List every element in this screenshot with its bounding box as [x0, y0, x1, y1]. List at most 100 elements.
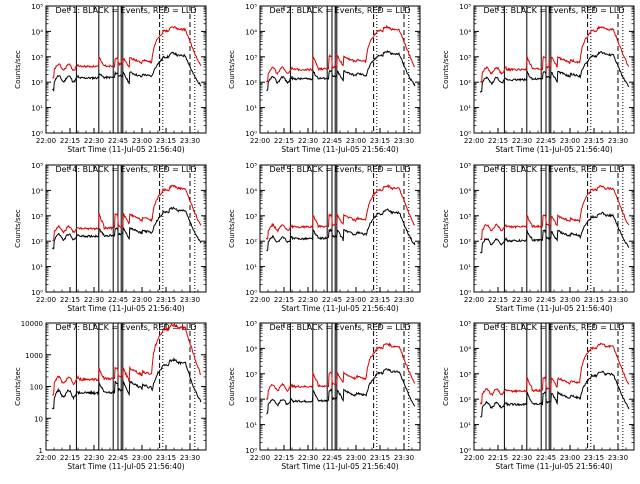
x-tick-label: 22:45	[108, 296, 128, 304]
y-axis-label: Counts/sec	[14, 209, 22, 248]
x-tick-label: 23:30	[180, 296, 200, 304]
x-tick-label: 23:15	[584, 454, 604, 462]
y-tick-label: 10¹	[31, 105, 43, 113]
series-events-line	[479, 51, 630, 93]
x-tick-label: 22:00	[250, 296, 270, 304]
y-tick-label: 10⁰	[31, 130, 43, 138]
y-tick-label: 10⁰	[459, 289, 471, 297]
x-tick-label: 23:15	[156, 137, 176, 145]
y-tick-label: 10³	[459, 213, 471, 221]
series-events-line	[52, 51, 202, 93]
x-tick-label: 23:30	[608, 454, 628, 462]
y-tick-label: 10⁰	[245, 130, 257, 138]
series-lld-line	[480, 184, 630, 241]
x-tick-label: 22:30	[84, 137, 104, 145]
x-tick-label: 22:15	[274, 454, 294, 462]
y-tick-label: 10⁴	[245, 187, 257, 195]
x-tick-label: 22:30	[512, 296, 532, 304]
x-tick-label: 22:15	[60, 137, 80, 145]
x-tick-label: 22:15	[488, 137, 508, 145]
panel-det-4: Det 4: BLACK = Events, RED = LLD 10⁰ 10¹ 10…	[14, 162, 207, 313]
plot-frame	[259, 164, 421, 293]
y-axis-label: Counts/sec	[14, 367, 22, 406]
x-tick-label: 23:00	[346, 454, 366, 462]
panel-title: Det 9: BLACK = Events, RED = LLD	[484, 323, 625, 332]
y-tick-label: 10⁴	[245, 345, 257, 353]
plot-frame	[45, 164, 207, 293]
x-tick-label: 23:15	[584, 296, 604, 304]
series-events-line	[266, 208, 416, 252]
x-axis-label: Start Time (11-Jul-05 21:56:40)	[281, 462, 398, 471]
series-events-line	[480, 370, 630, 418]
x-tick-label: 23:30	[394, 137, 414, 145]
x-tick-label: 23:15	[370, 137, 390, 145]
x-tick-label: 23:15	[370, 454, 390, 462]
y-axis-label: Counts/sec	[14, 50, 22, 89]
x-tick-label: 22:15	[60, 296, 80, 304]
x-tick-label: 22:45	[536, 296, 556, 304]
x-tick-label: 23:30	[180, 137, 200, 145]
x-tick-label: 22:15	[60, 454, 80, 462]
x-tick-label: 22:30	[84, 454, 104, 462]
x-tick-label: 22:00	[250, 454, 270, 462]
x-tick-label: 23:00	[132, 137, 152, 145]
x-tick-label: 22:30	[512, 137, 532, 145]
x-tick-label: 22:00	[36, 454, 56, 462]
plot-frame	[473, 322, 635, 451]
x-tick-label: 22:30	[298, 296, 318, 304]
x-axis-label: Start Time (11-Jul-05 21:56:40)	[281, 145, 398, 154]
y-tick-label: 10³	[31, 213, 43, 221]
y-tick-label: 10¹	[459, 105, 471, 113]
x-tick-label: 23:15	[156, 296, 176, 304]
y-tick-label: 10⁴	[31, 187, 43, 195]
x-tick-label: 22:45	[322, 296, 342, 304]
x-tick-label: 22:45	[536, 137, 556, 145]
y-tick-label: 10¹	[245, 264, 257, 272]
y-axis-label: Counts/sec	[228, 50, 236, 89]
x-tick-label: 22:45	[536, 454, 556, 462]
panel-det-6: Det 6: BLACK = Events, RED = LLD 10⁰ 10¹ 10…	[442, 162, 635, 313]
y-tick-label: 10²	[31, 238, 43, 246]
x-tick-label: 23:00	[346, 296, 366, 304]
series-events-line	[52, 206, 202, 250]
x-tick-label: 22:00	[36, 296, 56, 304]
x-axis-label: Start Time (11-Jul-05 21:56:40)	[495, 462, 612, 471]
panel-title: Det 4: BLACK = Events, RED = LLD	[56, 165, 197, 174]
panel-title: Det 3: BLACK = Events, RED = LLD	[484, 6, 625, 15]
y-tick-label: 10⁰	[459, 130, 471, 138]
y-tick-label: 10⁰	[245, 289, 257, 297]
series-lld-line	[265, 183, 416, 240]
x-tick-label: 22:45	[322, 137, 342, 145]
y-tick-label: 10⁰	[245, 447, 257, 455]
panel-det-5: Det 5: BLACK = Events, RED = LLD 10⁰ 10¹ 10…	[228, 162, 421, 313]
x-tick-label: 23:30	[608, 137, 628, 145]
x-tick-label: 22:45	[322, 454, 342, 462]
y-tick-label: 10⁴	[245, 28, 257, 36]
x-tick-label: 22:30	[512, 454, 532, 462]
y-axis-label: Counts/sec	[228, 209, 236, 248]
x-tick-label: 22:15	[488, 454, 508, 462]
x-tick-label: 23:15	[370, 296, 390, 304]
series-lld-line	[479, 342, 630, 405]
x-tick-label: 22:15	[274, 296, 294, 304]
y-tick-label: 10	[34, 415, 43, 423]
x-tick-label: 22:45	[108, 454, 128, 462]
x-axis-label: Start Time (11-Jul-05 21:56:40)	[67, 462, 184, 471]
y-tick-label: 10⁵	[31, 162, 43, 170]
series-lld-line	[265, 341, 416, 401]
series-events-line	[480, 211, 630, 254]
x-tick-label: 23:00	[346, 137, 366, 145]
y-tick-label: 100	[30, 384, 43, 392]
panel-det-9: Det 9: BLACK = Events, RED = LLD 10⁰ 10¹ 10…	[442, 320, 635, 471]
x-tick-label: 22:00	[464, 454, 484, 462]
plot-frame	[45, 5, 207, 134]
y-tick-label: 10⁵	[245, 320, 257, 328]
y-tick-label: 10²	[245, 396, 257, 404]
x-axis-label: Start Time (11-Jul-05 21:56:40)	[281, 304, 398, 313]
x-tick-label: 23:30	[394, 454, 414, 462]
y-tick-label: 10³	[245, 213, 257, 221]
x-tick-label: 22:00	[464, 296, 484, 304]
series-events-line	[266, 50, 416, 91]
y-tick-label: 10⁴	[31, 28, 43, 36]
